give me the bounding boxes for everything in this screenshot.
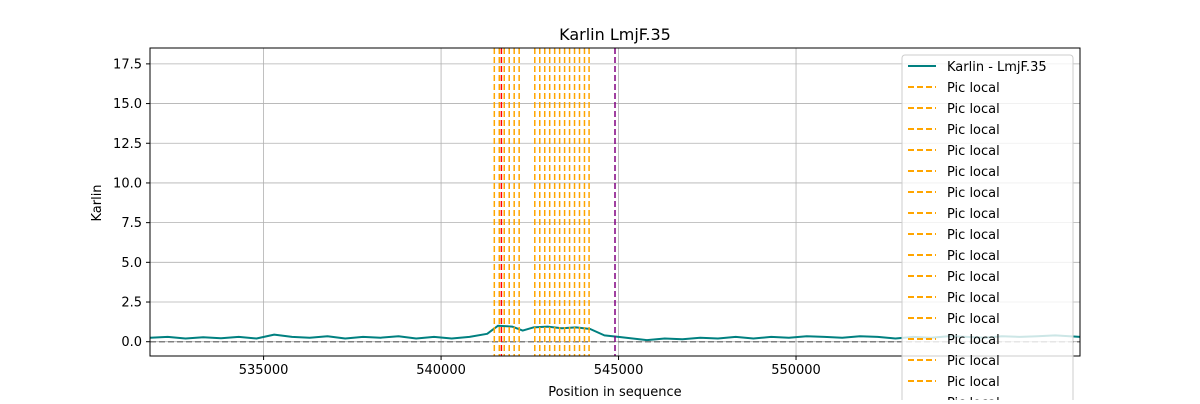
x-tick-label: 550000 — [771, 363, 821, 378]
legend-label: Pic local — [947, 249, 1000, 264]
y-tick-label: 7.5 — [121, 216, 142, 231]
y-axis-label: Karlin — [90, 184, 105, 221]
legend-label: Pic local — [947, 291, 1000, 306]
y-tick-label: 10.0 — [113, 176, 142, 191]
legend-label: Pic local — [947, 396, 1000, 400]
legend-label: Karlin - LmjF.35 — [947, 60, 1047, 75]
axes-frame — [149, 47, 1081, 357]
legend-label: Pic local — [947, 228, 1000, 243]
y-tick-label: 17.5 — [113, 57, 142, 72]
legend-label: Pic local — [947, 354, 1000, 369]
y-tick-label: 0.0 — [121, 335, 142, 350]
legend-label: Pic local — [947, 333, 1000, 348]
x-tick-label: 535000 — [239, 363, 289, 378]
x-tick-label: 545000 — [594, 363, 644, 378]
legend-label: Pic local — [947, 144, 1000, 159]
legend-label: Pic local — [947, 312, 1000, 327]
y-tick-label: 5.0 — [121, 256, 142, 271]
chart-title: Karlin LmjF.35 — [559, 25, 671, 44]
legend-label: Pic local — [947, 81, 1000, 96]
legend-label: Pic local — [947, 165, 1000, 180]
y-tick-label: 15.0 — [113, 97, 142, 112]
y-tick-label: 2.5 — [121, 296, 142, 311]
legend-label: Pic local — [947, 375, 1000, 390]
legend-label: Pic local — [947, 123, 1000, 138]
legend-label: Pic local — [947, 102, 1000, 117]
legend-box — [901, 54, 1074, 404]
x-tick-label: 540000 — [416, 363, 466, 378]
y-tick-label: 12.5 — [113, 137, 142, 152]
legend-label: Pic local — [947, 207, 1000, 222]
x-axis-label: Position in sequence — [548, 385, 681, 400]
legend: Karlin - LmjF.35 Pic local Pic local Pic lo… — [901, 54, 1074, 404]
legend-label: Pic local — [947, 186, 1000, 201]
legend-label: Pic local — [947, 270, 1000, 285]
